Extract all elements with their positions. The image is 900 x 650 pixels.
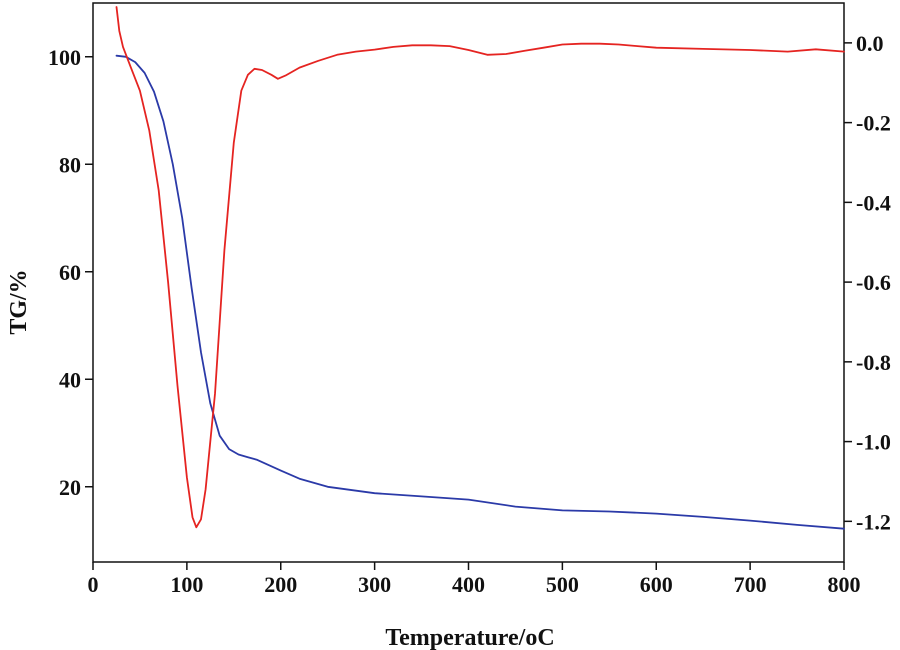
y-right-tick-label: -1.0 [856,430,891,455]
y-tick-label: 60 [59,260,81,285]
x-tick-label: 100 [170,572,203,597]
y-right-tick-label: 0.0 [856,31,884,56]
y-right-tick-label: -0.2 [856,111,891,136]
y-right-tick-label: -1.2 [856,509,891,534]
dtg-curve [115,6,845,529]
x-tick-label: 700 [734,572,767,597]
y-axis-title: TG/% [6,269,32,334]
x-tick-label: 200 [264,572,297,597]
y-right-tick-label: -0.4 [856,190,891,215]
x-tick-label: 600 [640,572,673,597]
y-right-tick-label: -0.6 [856,270,891,295]
x-tick-label: 400 [452,572,485,597]
y-right-tick-label: -0.8 [856,350,891,375]
x-axis-title: Temperature/oC [385,625,554,650]
y-tick-label: 20 [59,475,81,500]
y-tick-label: 40 [59,367,81,392]
y-tick-label: 80 [59,152,81,177]
x-tick-label: 0 [88,572,99,597]
x-tick-label: 800 [828,572,861,597]
plot-frame [92,2,845,563]
y-tick-label: 100 [48,45,81,70]
tg-curve [115,54,845,530]
series-layer [115,6,845,530]
x-tick-label: 300 [358,572,391,597]
x-tick-label: 500 [546,572,579,597]
ticks-layer: 0 100 200 300 400 500 600 700 800 20 40 60 80 100 0.0 -… [48,31,891,597]
